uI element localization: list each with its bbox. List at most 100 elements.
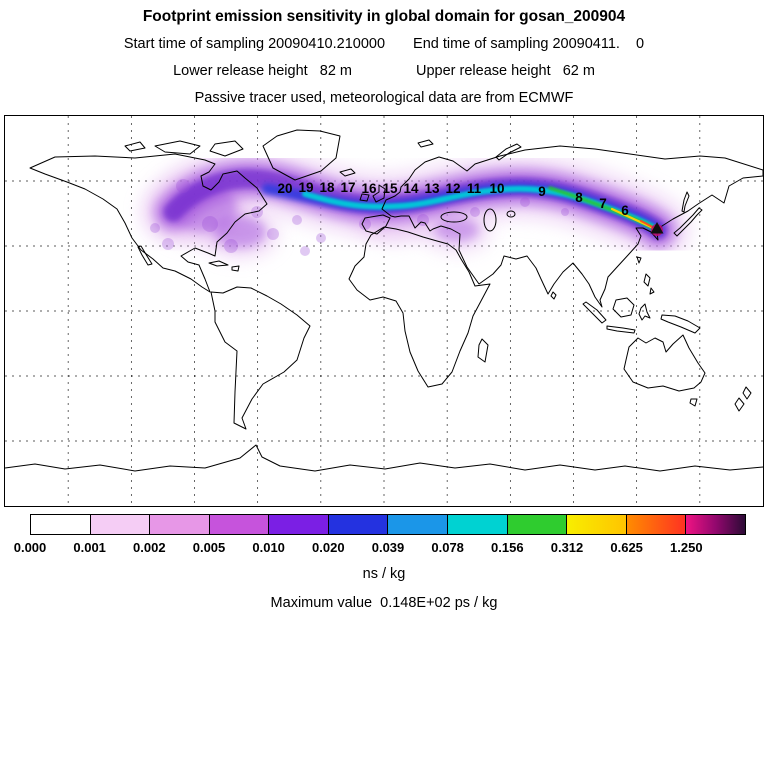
plume-speckle — [176, 179, 190, 193]
eurasia-outline — [381, 145, 763, 308]
plume-speckle — [561, 208, 569, 216]
trajectory-day-label: 14 — [403, 181, 419, 196]
great-britain-outline — [372, 184, 386, 203]
trajectory-day-label: 13 — [424, 181, 440, 196]
colorbar-tick-label: 0.001 — [73, 540, 106, 555]
maximum-value-label: Maximum value 0.148E+02 ps / kg — [270, 595, 498, 611]
sulawesi-outline — [638, 303, 651, 321]
plume-speckles — [150, 179, 569, 256]
trajectory-day-label: 9 — [538, 184, 546, 199]
new-zealand-south-outline — [734, 397, 745, 412]
end-time-text: End time of sampling 20090411. 0 — [413, 36, 645, 52]
colorbar-cell — [269, 515, 329, 534]
colorbar-cell — [328, 515, 389, 534]
colorbar-tick-labels: 0.000 0.001 0.002 0.005 0.010 0.020 0.039 0.078… — [14, 540, 746, 556]
hispaniola-outline — [231, 265, 240, 272]
map-svg: 20 19 18 17 16 15 14 13 12 11 10 9 8 7 6 — [5, 116, 763, 506]
cuba-outline — [208, 260, 229, 267]
plume-speckle — [470, 207, 480, 217]
sumatra-outline — [582, 301, 607, 324]
plume-violet-mideast — [435, 218, 479, 242]
new-guinea-outline — [660, 314, 701, 334]
trajectory-day-label: 19 — [298, 180, 313, 195]
plume-speckle — [292, 215, 302, 225]
greenland-outline — [262, 129, 341, 181]
taiwan-outline — [636, 256, 642, 264]
colorbar-tick-label: 0.020 — [312, 540, 345, 555]
colorbar-cell — [626, 515, 687, 534]
trajectory-day-labels: 20 19 18 17 16 15 14 13 12 11 10 9 8 7 6 — [277, 180, 629, 218]
world-map: 20 19 18 17 16 15 14 13 12 11 10 9 8 7 6 — [4, 115, 764, 507]
continent-outlines — [5, 129, 763, 472]
aral-sea-outline — [506, 210, 516, 218]
africa-outline — [348, 226, 491, 388]
plume-violet-atlantic-south — [214, 216, 266, 248]
colorbar-cell — [150, 515, 210, 534]
plume-speckle — [316, 233, 326, 243]
plume-speckle — [150, 223, 160, 233]
java-outline — [606, 325, 636, 334]
borneo-outline — [612, 297, 635, 318]
plume-speckle — [337, 182, 349, 194]
arctic-islands-outline — [154, 140, 201, 155]
novaya-zemlya-outline — [495, 143, 522, 161]
upper-release-height-text: Upper release height 62 m — [416, 63, 595, 79]
colorbar-cell — [31, 515, 91, 534]
plume-speckle — [251, 206, 263, 218]
colorbar-tick-label: 0.156 — [491, 540, 524, 555]
madagascar-outline — [477, 338, 489, 363]
colorbar-cell — [388, 515, 449, 534]
new-zealand-north-outline — [742, 386, 752, 400]
colorbar-tick-label: 0.039 — [371, 540, 405, 555]
plume-speckle — [520, 197, 530, 207]
plume-speckle — [300, 246, 310, 256]
ireland-outline — [359, 193, 370, 202]
sampling-time-line: Start time of sampling 20090410.210000 E… — [0, 36, 768, 52]
colorbar-cell — [567, 515, 627, 534]
trajectory-day-label: 18 — [319, 180, 335, 195]
station-triangle-marker — [650, 222, 664, 234]
trajectory-day-label: 10 — [489, 181, 504, 196]
north-america-outline — [29, 153, 268, 293]
iceland-outline — [339, 168, 356, 177]
colorbar-tick-label: 0.000 — [13, 540, 47, 555]
trajectory-day-label: 12 — [445, 181, 460, 196]
colorbar-tick-label: 0.312 — [550, 540, 584, 555]
station-marker-group — [650, 222, 664, 236]
plume-speckle — [162, 238, 174, 250]
colorbar — [30, 514, 746, 535]
colorbar-cell — [507, 515, 568, 534]
plume-speckle — [224, 239, 238, 253]
colorbar-tick-label: 0.002 — [133, 540, 166, 555]
arctic-islands-west-outline — [124, 141, 146, 152]
tracer-info-line: Passive tracer used, meteorological data… — [194, 90, 574, 106]
trajectory-day-label: 20 — [277, 181, 292, 196]
colorbar-tick-label: 0.625 — [610, 540, 643, 555]
colorbar-cell — [686, 515, 745, 534]
tasmania-outline — [689, 398, 698, 407]
colorbar-cell — [448, 515, 508, 534]
colorbar-tick-label: 0.005 — [192, 540, 226, 555]
colorbar-tick-label: 0.010 — [252, 540, 285, 555]
start-time-text: Start time of sampling 20090410.210000 — [123, 36, 386, 52]
sri-lanka-outline — [550, 291, 557, 300]
svalbard-outline — [417, 139, 434, 148]
trajectory-day-label: 7 — [599, 196, 607, 211]
trajectory-day-label: 11 — [467, 181, 482, 196]
philippines-south-outline — [649, 287, 655, 295]
colorbar-units-label: ns / kg — [362, 566, 406, 582]
japan-outline — [673, 207, 703, 237]
colorbar-tick-label: 0.078 — [431, 540, 464, 555]
colorbar-cell — [90, 515, 151, 534]
trajectory-day-label: 8 — [575, 190, 583, 205]
plume-speckle — [202, 216, 218, 232]
trajectory-day-label: 6 — [621, 203, 629, 218]
release-height-line: Lower release height 82 m Upper release … — [0, 63, 768, 79]
black-sea-outline — [440, 211, 468, 223]
colorbar-tick-label: 1.250 — [670, 540, 703, 555]
south-america-outline — [210, 286, 311, 430]
baffin-island-outline — [209, 140, 244, 157]
plume-speckle — [359, 218, 371, 230]
caspian-sea-outline — [483, 208, 497, 232]
iberia-outline — [361, 214, 391, 235]
